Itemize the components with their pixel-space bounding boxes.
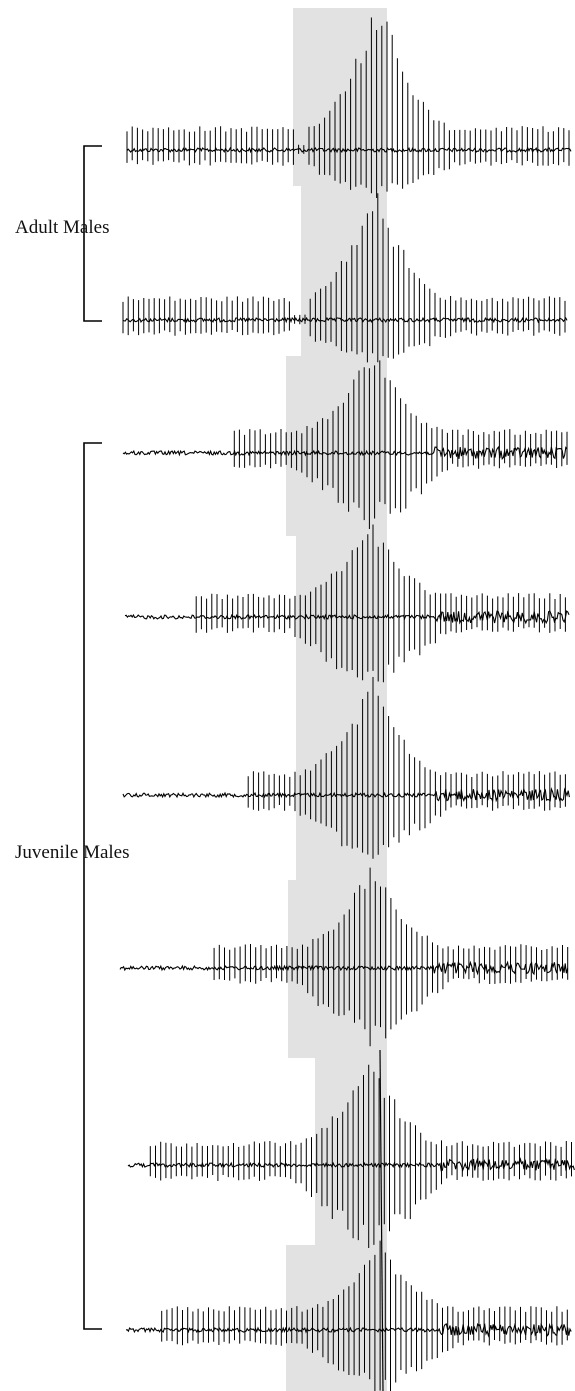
- waveform-trace: [124, 524, 570, 683]
- trace-pulses: [122, 193, 566, 363]
- adult-males-label: Adult Males: [15, 217, 109, 238]
- trace-pulses: [126, 17, 570, 198]
- waveform-trace: [126, 17, 572, 198]
- highlight-band: [286, 8, 387, 1391]
- juvenile-males-bracket: [83, 442, 102, 1330]
- trace-pulses: [195, 524, 566, 683]
- highlight-segment: [286, 356, 387, 536]
- trace-pulses: [247, 677, 566, 859]
- vertical-artifact-line: [379, 1049, 384, 1391]
- trace-baseline: [122, 445, 568, 461]
- trace-baseline: [122, 786, 570, 803]
- waveform-trace: [122, 360, 568, 529]
- highlight-segment: [315, 1058, 387, 1245]
- trace-pulses: [213, 867, 569, 1047]
- trace-baseline: [126, 146, 572, 154]
- waveform-trace: [119, 867, 569, 1047]
- highlight-segment: [301, 186, 387, 356]
- trace-pulses: [233, 360, 568, 529]
- waveform-traces: [119, 17, 575, 1391]
- trace-pulses: [161, 1240, 568, 1391]
- juvenile-males-label: Juvenile Males: [15, 842, 130, 863]
- highlight-segment: [286, 1245, 387, 1391]
- waveform-trace: [122, 193, 568, 363]
- adult-males-bracket: [83, 145, 102, 322]
- trace-pulses: [149, 1064, 572, 1248]
- waveform-trace: [125, 1240, 572, 1391]
- waveform-trace: [127, 1064, 575, 1248]
- waveform-trace: [122, 677, 570, 859]
- trace-baseline: [122, 316, 568, 324]
